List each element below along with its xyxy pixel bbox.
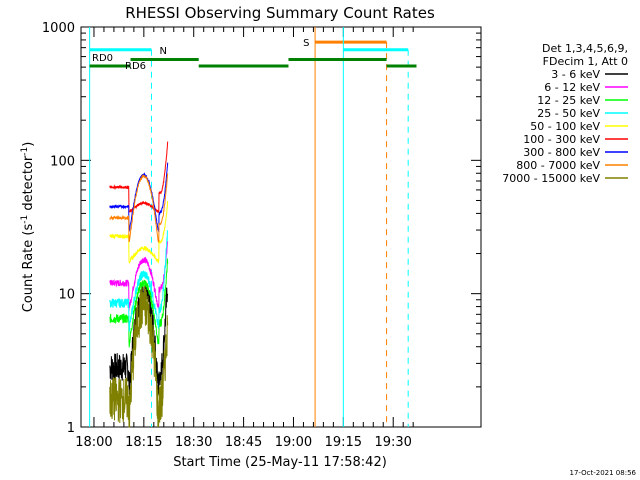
x-tick-label: 18:45 <box>225 435 262 450</box>
rd-label: RD6 <box>125 61 146 72</box>
series-layer <box>109 141 169 428</box>
series-line <box>109 282 169 398</box>
legend-entry-label: 25 - 50 keV <box>537 107 600 120</box>
plot-frame <box>80 26 482 428</box>
x-tick-label: 19:00 <box>275 435 312 450</box>
legend-entry-label: 7000 - 15000 keV <box>502 172 600 185</box>
x-tick-label: 19:30 <box>374 435 411 450</box>
series-line <box>109 200 169 264</box>
series-line <box>109 241 169 311</box>
legend: Det 1,3,4,5,6,9, FDecim 1, Att 0 3 - 6 k… <box>502 42 628 185</box>
series-line <box>109 141 169 213</box>
y-axis-label: Count Rate (s-1 detector-1) <box>20 142 36 313</box>
annotation-label: S <box>303 38 309 49</box>
x-tick-label: 19:15 <box>325 435 362 450</box>
y-tick-label: 10 <box>58 288 75 303</box>
series-line <box>109 285 169 428</box>
legend-entry-label: 300 - 800 keV <box>523 146 600 159</box>
series-line <box>109 230 168 332</box>
y-tick-label: 100 <box>50 154 75 169</box>
x-tick-label: 18:15 <box>125 435 162 450</box>
series-line <box>109 258 169 348</box>
series-line <box>109 173 169 244</box>
legend-entry-label: 100 - 300 keV <box>523 133 600 146</box>
annotation-layer: N S RD0 RD6 <box>89 27 417 427</box>
y-axis-label-main: Count Rate (s <box>21 224 36 313</box>
y-axis-label-exp2: -1 <box>20 147 30 156</box>
legend-entry-label: 6 - 12 keV <box>544 81 600 94</box>
y-axis-label-mid: detector <box>21 155 36 215</box>
legend-entry-label: 12 - 25 keV <box>537 94 600 107</box>
legend-entry-label: 3 - 6 keV <box>551 68 600 81</box>
legend-entry-label: 800 - 7000 keV <box>516 159 600 172</box>
x-axis-label: Start Time (25-May-11 17:58:42) <box>173 455 387 470</box>
chart-title: RHESSI Observing Summary Count Rates <box>125 4 435 22</box>
legend-header-2: FDecim 1, Att 0 <box>543 55 628 68</box>
series-line <box>109 162 169 233</box>
legend-entry-label: 50 - 100 keV <box>530 120 600 133</box>
annotation-label: N <box>159 46 166 57</box>
rd-label: RD0 <box>92 53 113 64</box>
timestamp: 17-Oct-2021 08:56 <box>570 469 637 477</box>
y-axis-label-end: ) <box>21 142 36 147</box>
y-axis: 1 10 100 1000 <box>42 21 481 436</box>
y-axis-label-exp1: -1 <box>20 215 30 224</box>
legend-header-1: Det 1,3,4,5,6,9, <box>542 42 628 55</box>
x-axis: 18:00 18:15 18:30 18:45 19:00 19:15 19:30 <box>75 27 414 450</box>
x-tick-label: 18:30 <box>175 435 212 450</box>
x-tick-label: 18:00 <box>75 435 112 450</box>
y-tick-label: 1000 <box>42 21 75 36</box>
y-tick-label: 1 <box>67 421 75 436</box>
